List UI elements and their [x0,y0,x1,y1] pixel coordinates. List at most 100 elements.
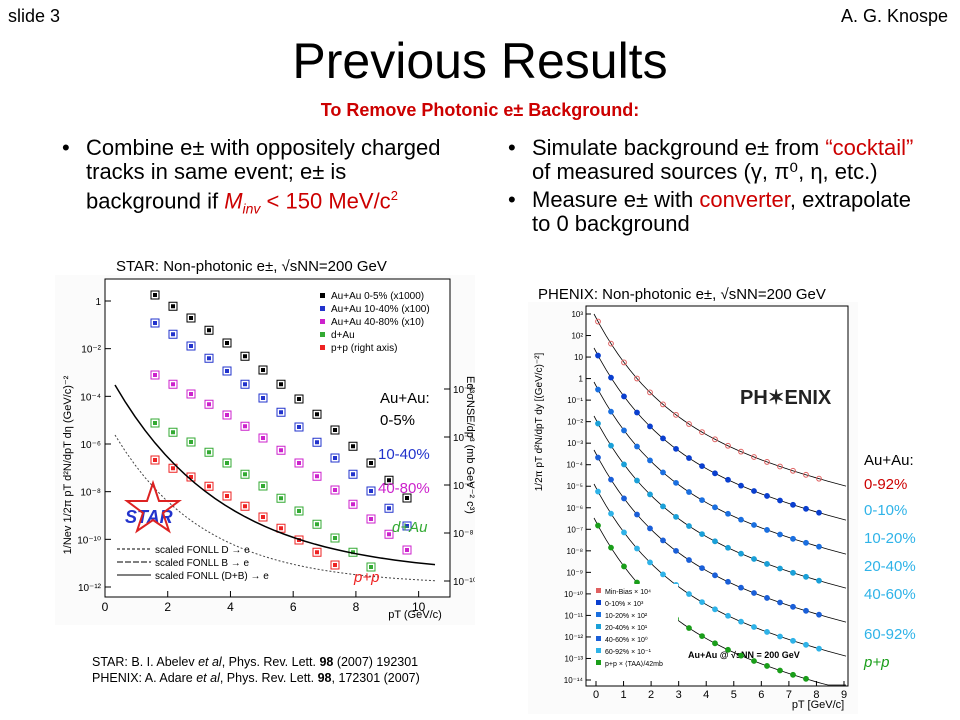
phenix-x-tick-label: 8 [813,689,819,701]
star-data-point-center [351,502,355,507]
phenix-data-point [725,476,731,483]
phenix-data-point [738,482,744,489]
phenix-data-point [647,559,653,566]
star-data-point [366,562,376,572]
star-data-point [402,545,412,555]
right-bullet-list: Simulate background e± from “cocktail” o… [508,136,928,240]
phenix-y-tick-label: 10⁻¹⁴ [564,676,584,685]
phenix-data-point [738,584,744,591]
phenix-data-point [725,544,731,551]
star-x-tick-label: 8 [353,600,360,614]
star-data-point-center [261,515,265,519]
phenix-data-point [777,599,783,606]
star-data-point [312,547,322,557]
phenix-data-point [595,386,601,393]
star-data-point-center [189,440,193,444]
phenix-legend-marker [596,600,601,605]
phenix-data-point [764,595,770,601]
phenix-data-point [699,565,705,572]
star-data-point-center [261,396,265,400]
star-data-point-center [387,506,391,511]
phenix-y-tick-label: 10⁻⁷ [567,525,583,534]
star-data-point-center [297,509,301,513]
star-data-point-center [333,456,337,460]
star-data-point [150,290,160,300]
phenix-plot-marks: 0 1 2 3 4 5 6 7 8 9 10³ 10² 10 1 10⁻¹ 10⁻² 10⁻³ 10⁻⁴ 10⁻⁵ 1… [564,310,847,701]
phenix-data-point [686,625,692,631]
phenix-data-point [790,671,796,678]
phenix-x-tick-label: 9 [841,689,847,701]
star-y-axis-label: 1/Nev 1/2π pT d²N/dpT dη (GeV/c)⁻² [62,375,74,554]
phenix-data-point [673,445,679,452]
phenix-data-point [712,538,718,545]
star-symbol [124,479,182,534]
star-data-point-center [153,373,157,377]
phenix-data-point [634,443,640,450]
phenix-data-point [660,571,666,578]
star-x-tick-label: 4 [227,600,234,614]
star-data-point [294,394,304,404]
phenix-data-point [777,565,783,572]
star-data-point-center [351,472,355,477]
star-data-point-center [153,293,157,297]
star-y2-tick-label: 10⁻¹⁰ [453,577,475,588]
phenix-data-point [595,420,601,427]
phenix-data-point [699,599,705,606]
phenix-y-tick-label: 10⁻¹² [565,633,584,642]
phenix-data-point [621,461,627,468]
phenix-data-point [660,537,666,544]
star-data-point [150,455,160,465]
star-data-point-center [225,369,229,373]
star-data-point [186,389,196,399]
phenix-data-point [751,658,757,664]
star-logo: STAR [125,507,173,527]
star-data-point [384,475,394,485]
bullet-text: Measure e± with [532,187,700,212]
star-legend-entry: p+p (right axis) [331,343,397,354]
star-data-point-center [279,448,283,453]
phenix-legend-entry: 20-40% × 10¹ [605,625,648,632]
star-y2-tick-label: 10⁻⁶ [453,481,474,492]
phenix-legend-entry: 60-92% × 10⁻¹ [605,649,652,656]
star-data-point [240,421,250,431]
star-data-point-center [405,496,409,500]
star-data-point [384,503,394,513]
star-data-point [168,379,178,389]
star-data-point [204,353,214,363]
star-plot: 1/Nev 1/2π pT d²N/dpT dη (GeV/c)⁻² Ed³σN… [55,275,475,625]
phenix-data-point [621,529,627,536]
phenix-data-point [777,531,783,538]
phenix-data-point [595,454,601,461]
phenix-data-point [595,488,601,495]
star-data-point [258,512,268,522]
star-y2-tick-label: 10⁻⁴ [453,433,474,444]
star-data-point-center [261,368,265,372]
star-data-point [330,453,340,463]
phenix-data-point [660,503,666,510]
star-x-tick-label: 2 [164,600,171,614]
star-y-tick-label: 10⁻² [81,345,101,356]
star-data-point-center [369,461,373,465]
star-data-point [276,379,286,389]
phenix-data-point [699,429,705,436]
phenix-data-point [647,457,653,464]
slide-subtitle: To Remove Photonic e± Background: [320,100,640,120]
star-centrality-10-40: 10-40% [378,446,430,463]
star-data-point [258,393,268,403]
phenix-y-tick-label: 10⁻¹ [567,396,583,405]
star-data-point-center [351,550,355,555]
phenix-data-point [764,561,770,567]
phenix-y-tick-label: 10² [571,332,583,341]
star-data-point [258,481,268,491]
star-data-point [312,437,322,447]
phenix-data-point [816,509,822,516]
phenix-data-point [595,318,601,325]
phenix-centrality-10-20: 10-20% [864,530,916,547]
star-data-point [330,425,340,435]
phenix-legend-box [592,584,678,680]
phenix-data-point [790,535,796,542]
phenix-data-point [764,493,770,499]
star-data-point [348,499,358,509]
star-data-point [222,458,232,468]
phenix-data-point [712,504,718,511]
